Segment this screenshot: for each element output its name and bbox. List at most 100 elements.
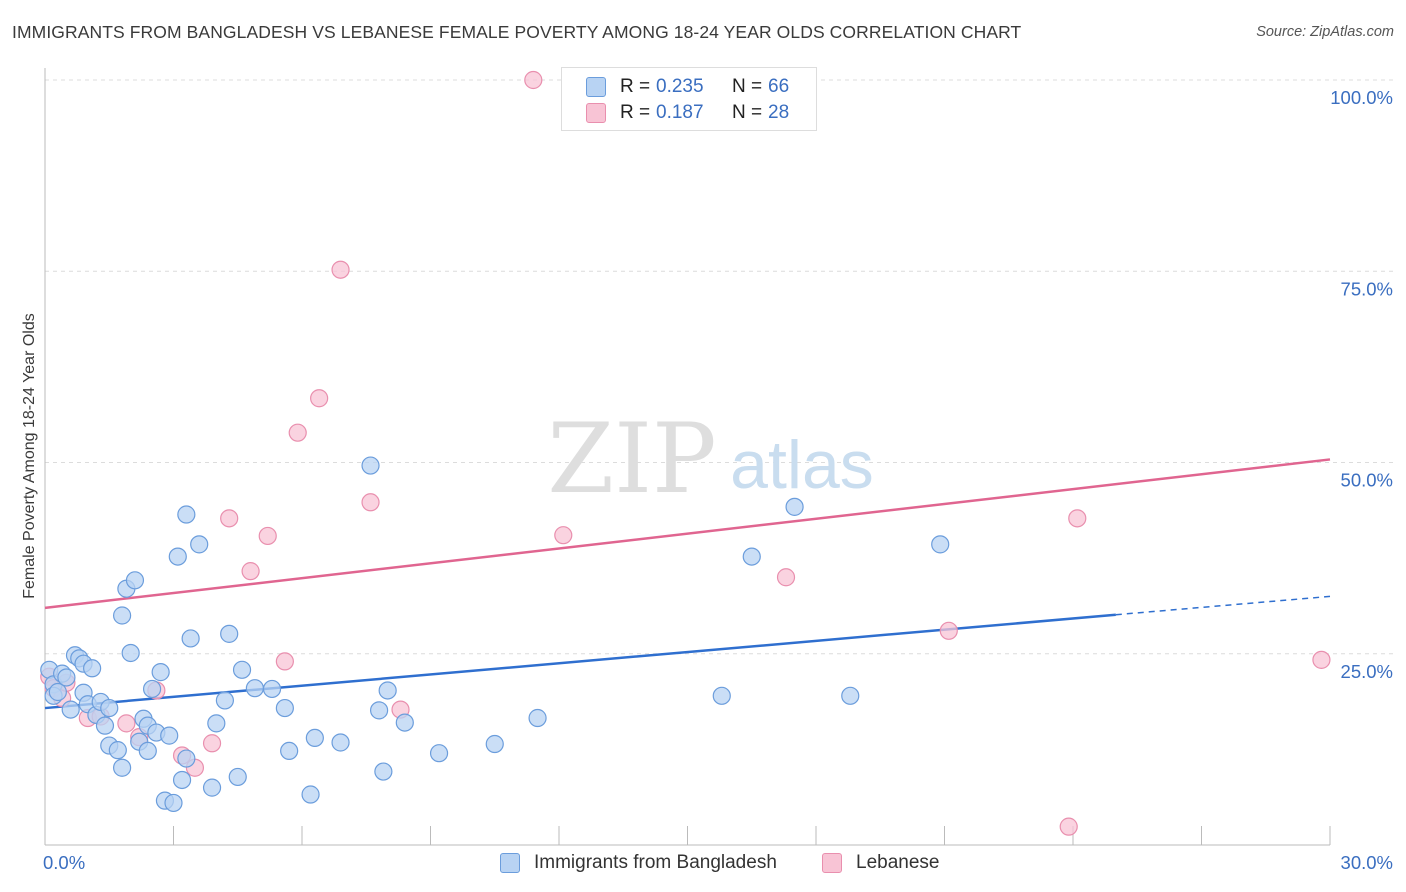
point-bangladesh — [151, 663, 170, 682]
watermark-zip: ZIP — [547, 403, 716, 515]
legend-swatch-blue — [586, 77, 606, 97]
point-bangladesh — [61, 700, 80, 719]
y-tick-label: 50.0% — [1341, 470, 1393, 491]
x-tick-label: 0.0% — [43, 852, 85, 873]
point-bangladesh — [207, 714, 226, 733]
point-lebanese — [220, 509, 239, 528]
point-bangladesh — [83, 659, 102, 678]
point-bangladesh — [202, 778, 222, 797]
point-bangladesh — [142, 679, 162, 699]
point-bangladesh — [485, 734, 504, 754]
legend-n-value: 28 — [768, 102, 790, 123]
point-lebanese — [939, 621, 958, 640]
bottom-legend-label: Lebanese — [856, 852, 940, 873]
point-bangladesh — [275, 698, 294, 718]
point-bangladesh — [100, 698, 119, 718]
point-bangladesh — [112, 758, 132, 777]
point-bangladesh — [168, 547, 187, 566]
point-bangladesh — [164, 793, 183, 813]
point-bangladesh — [215, 691, 234, 710]
legend-n-label: N = — [732, 102, 763, 123]
point-lebanese — [288, 423, 307, 442]
legend: R = 0.235 N = 66 R = 0.187 N = 28 — [561, 67, 817, 131]
point-bangladesh — [160, 726, 179, 745]
point-bangladesh — [181, 629, 200, 648]
point-bangladesh — [48, 682, 67, 702]
watermark: ZIP atlas — [547, 403, 873, 515]
point-bangladesh — [172, 770, 192, 790]
point-bangladesh — [121, 643, 140, 663]
point-bangladesh — [841, 686, 860, 705]
watermark-atlas: atlas — [730, 427, 874, 503]
point-bangladesh — [785, 497, 804, 516]
point-lebanese — [117, 714, 136, 733]
legend-row-bangladesh: R = 0.235 N = 66 — [586, 74, 789, 100]
trend-line-bangladesh-extension — [1115, 595, 1331, 616]
point-bangladesh — [931, 535, 950, 554]
point-lebanese — [361, 493, 380, 512]
point-bangladesh — [177, 749, 196, 768]
point-bangladesh — [112, 606, 132, 625]
point-bangladesh — [280, 741, 299, 761]
bottom-legend: Immigrants from Bangladesh Lebanese — [0, 852, 1406, 878]
point-bangladesh — [395, 713, 414, 732]
point-lebanese — [275, 652, 294, 671]
point-bangladesh — [374, 762, 393, 781]
legend-n-value: 66 — [768, 76, 790, 97]
point-bangladesh — [245, 679, 264, 698]
point-lebanese — [258, 526, 277, 546]
point-bangladesh — [57, 668, 76, 687]
point-bangladesh — [228, 767, 247, 787]
point-lebanese — [524, 70, 543, 90]
chart-title: IMMIGRANTS FROM BANGLADESH VS LEBANESE F… — [12, 22, 1022, 42]
legend-n-label: N = — [732, 76, 763, 97]
legend-r-value: 0.187 — [656, 102, 704, 123]
point-bangladesh — [429, 744, 449, 763]
legend-row-lebanese: R = 0.187 N = 28 — [586, 100, 789, 126]
point-bangladesh — [378, 681, 397, 700]
point-lebanese — [202, 734, 222, 753]
point-lebanese — [554, 526, 573, 545]
point-lebanese — [1068, 509, 1087, 528]
point-bangladesh — [232, 660, 252, 679]
point-bangladesh — [190, 535, 209, 554]
bottom-legend-label: Immigrants from Bangladesh — [534, 852, 777, 873]
point-lebanese — [241, 562, 260, 581]
point-bangladesh — [331, 733, 350, 752]
y-tick-label: 75.0% — [1341, 278, 1393, 299]
point-bangladesh — [305, 728, 324, 748]
point-bangladesh — [370, 701, 389, 720]
point-bangladesh — [125, 571, 145, 590]
legend-r-label: R = — [620, 102, 651, 123]
point-bangladesh — [262, 679, 282, 699]
point-lebanese — [1312, 650, 1331, 669]
point-bangladesh — [220, 624, 239, 643]
point-bangladesh — [528, 708, 547, 728]
legend-r-value: 0.235 — [656, 76, 704, 97]
point-bangladesh — [177, 505, 196, 524]
bottom-legend-swatch-pink — [822, 853, 842, 873]
legend-r-label: R = — [620, 76, 651, 97]
bottom-legend-bangladesh: Immigrants from Bangladesh — [500, 852, 777, 874]
data-points — [40, 70, 1331, 836]
point-bangladesh — [138, 741, 157, 761]
point-lebanese — [310, 389, 329, 408]
y-tick-label: 100.0% — [1330, 87, 1393, 108]
point-bangladesh — [301, 785, 320, 804]
point-lebanese — [1059, 817, 1078, 836]
point-bangladesh — [361, 456, 380, 475]
legend-swatch-pink — [586, 103, 606, 123]
point-bangladesh — [712, 686, 731, 705]
trend-line-lebanese — [44, 458, 1331, 610]
tick-labels: 25.0% 50.0% 75.0% 100.0% 0.0% 30.0% — [43, 87, 1393, 873]
point-bangladesh — [742, 547, 761, 566]
bottom-legend-swatch-blue — [500, 853, 520, 873]
bottom-legend-lebanese: Lebanese — [822, 852, 939, 874]
axes — [44, 68, 1331, 846]
point-bangladesh — [95, 716, 115, 735]
y-tick-label: 25.0% — [1341, 661, 1393, 682]
point-lebanese — [776, 568, 796, 587]
source-label: Source: ZipAtlas.com — [1256, 24, 1394, 40]
x-tick-label: 30.0% — [1341, 852, 1393, 873]
